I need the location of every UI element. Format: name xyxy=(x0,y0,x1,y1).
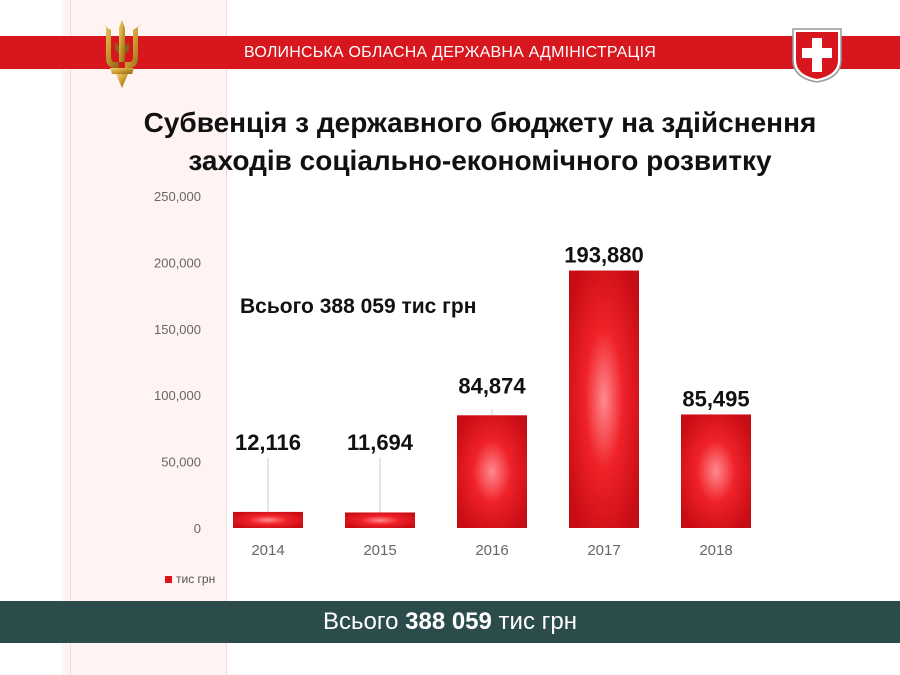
bar xyxy=(569,270,639,528)
y-tick-label: 50,000 xyxy=(161,455,201,470)
background-line-right xyxy=(226,0,227,675)
y-tick-label: 100,000 xyxy=(154,388,201,403)
header-title: ВОЛИНСЬКА ОБЛАСНА ДЕРЖАВНА АДМІНІСТРАЦІЯ xyxy=(244,44,656,61)
x-tick-label: 2017 xyxy=(587,542,620,559)
legend-swatch xyxy=(165,575,172,583)
footer-amount: 388 059 xyxy=(405,608,492,635)
background-panel xyxy=(62,0,227,675)
data-label: 193,880 xyxy=(564,243,644,268)
data-label: 12,116 xyxy=(235,430,301,455)
footer-prefix: Всього xyxy=(323,608,406,635)
bar xyxy=(681,414,751,528)
y-tick-label: 150,000 xyxy=(154,322,201,337)
background-line-left xyxy=(70,0,71,675)
footer-suffix: тис грн xyxy=(491,608,577,635)
y-tick-label: 250,000 xyxy=(154,189,201,204)
bar-chart: 0 50,000 100,000 150,000 200,000 250,000 12,11… xyxy=(154,189,751,559)
x-tick-label: 2018 xyxy=(699,542,732,559)
x-tick-label: 2015 xyxy=(363,542,396,559)
slide-title-line-2: заходів соціально-економічного розвитку xyxy=(188,145,772,176)
slide-title: Субвенція з державного бюджету на здійсн… xyxy=(60,104,900,180)
bar xyxy=(457,415,527,528)
total-annotation: Всього 388 059 тис грн xyxy=(240,295,477,318)
legend-label: тис грн xyxy=(176,572,216,586)
slide-title-line-1: Субвенція з державного бюджету на здійсн… xyxy=(143,107,817,138)
chart-legend: тис грн xyxy=(165,572,215,586)
data-label: 85,495 xyxy=(682,386,749,411)
footer-band: Всього 388 059 тис грн xyxy=(0,601,900,643)
y-tick-label: 200,000 xyxy=(154,255,201,270)
trident-icon xyxy=(102,20,142,88)
bar xyxy=(233,511,303,528)
data-label: 84,874 xyxy=(458,373,526,398)
bar xyxy=(345,512,415,528)
x-tick-label: 2016 xyxy=(475,542,508,559)
header-band xyxy=(0,36,900,69)
y-tick-label: 0 xyxy=(194,521,201,536)
x-tick-label: 2014 xyxy=(251,542,284,559)
data-label: 11,694 xyxy=(347,430,414,455)
coat-of-arms-icon xyxy=(792,28,842,83)
